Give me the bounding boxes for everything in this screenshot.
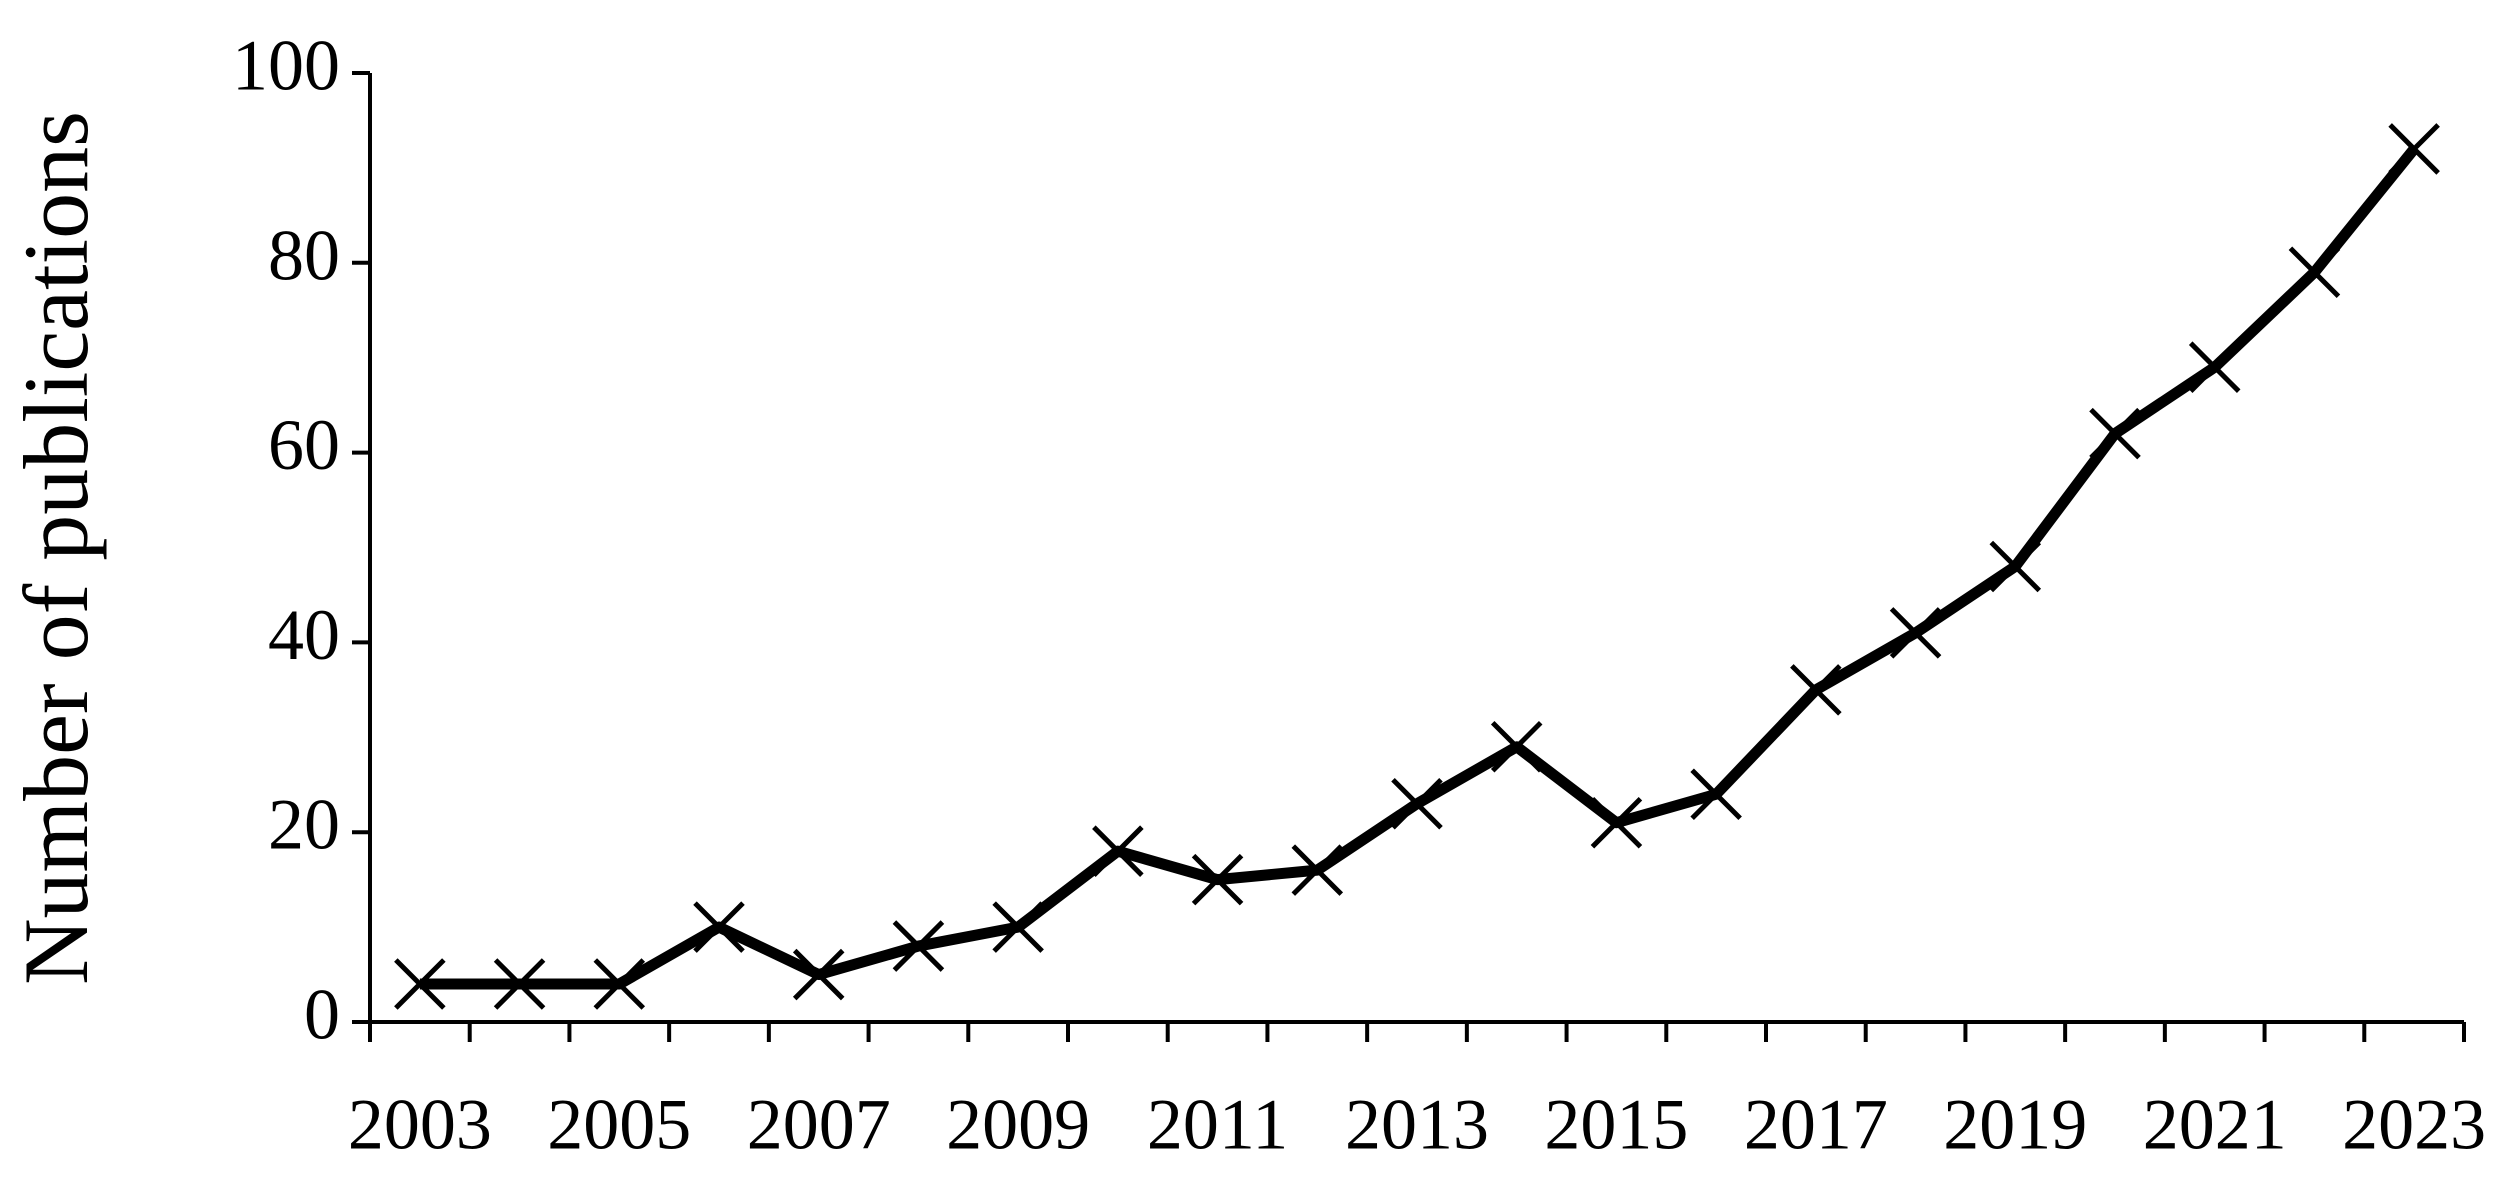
x-tick-label: 2003 <box>348 1085 492 1165</box>
data-marker <box>2089 407 2141 460</box>
data-marker <box>792 948 845 1001</box>
data-marker <box>1590 796 1643 849</box>
x-tick-label: 2017 <box>1744 1085 1888 1165</box>
data-marker <box>394 958 446 1010</box>
data-line <box>419 145 2419 990</box>
data-marker <box>1391 777 1443 830</box>
data-marker <box>1989 540 2042 593</box>
data-marker <box>992 901 1044 953</box>
x-tick-label: 2021 <box>2143 1085 2287 1165</box>
data-marker <box>892 920 945 972</box>
data-marker <box>1690 768 1742 821</box>
y-tick-label: 40 <box>268 595 340 675</box>
data-marker <box>2388 123 2440 175</box>
data-marker <box>2288 246 2341 299</box>
x-tick-label: 2015 <box>1544 1085 1688 1165</box>
x-tick-label: 2011 <box>1147 1085 1288 1165</box>
data-marker <box>1191 853 1244 906</box>
data-marker <box>1889 607 1942 659</box>
y-tick-label: 80 <box>268 215 340 295</box>
data-marker <box>1490 721 1543 773</box>
data-marker <box>693 901 745 953</box>
x-tick-label: 2005 <box>547 1085 691 1165</box>
y-tick-label: 0 <box>304 975 340 1055</box>
y-tick-label: 60 <box>268 405 340 485</box>
data-marker <box>493 958 546 1010</box>
data-marker <box>2188 341 2241 393</box>
data-marker <box>593 958 646 1010</box>
data-marker <box>1291 844 1344 896</box>
y-axis-title: Number of publications <box>5 111 107 985</box>
x-tick-label: 2009 <box>946 1085 1090 1165</box>
data-marker <box>1092 825 1144 877</box>
y-tick-label: 20 <box>268 785 340 865</box>
x-tick-label: 2019 <box>1943 1085 2087 1165</box>
x-tick-label: 2023 <box>2342 1085 2486 1165</box>
x-tick-label: 2013 <box>1345 1085 1489 1165</box>
data-marker <box>1790 664 1842 716</box>
y-tick-label: 100 <box>232 26 340 106</box>
x-tick-label: 2007 <box>747 1085 891 1165</box>
